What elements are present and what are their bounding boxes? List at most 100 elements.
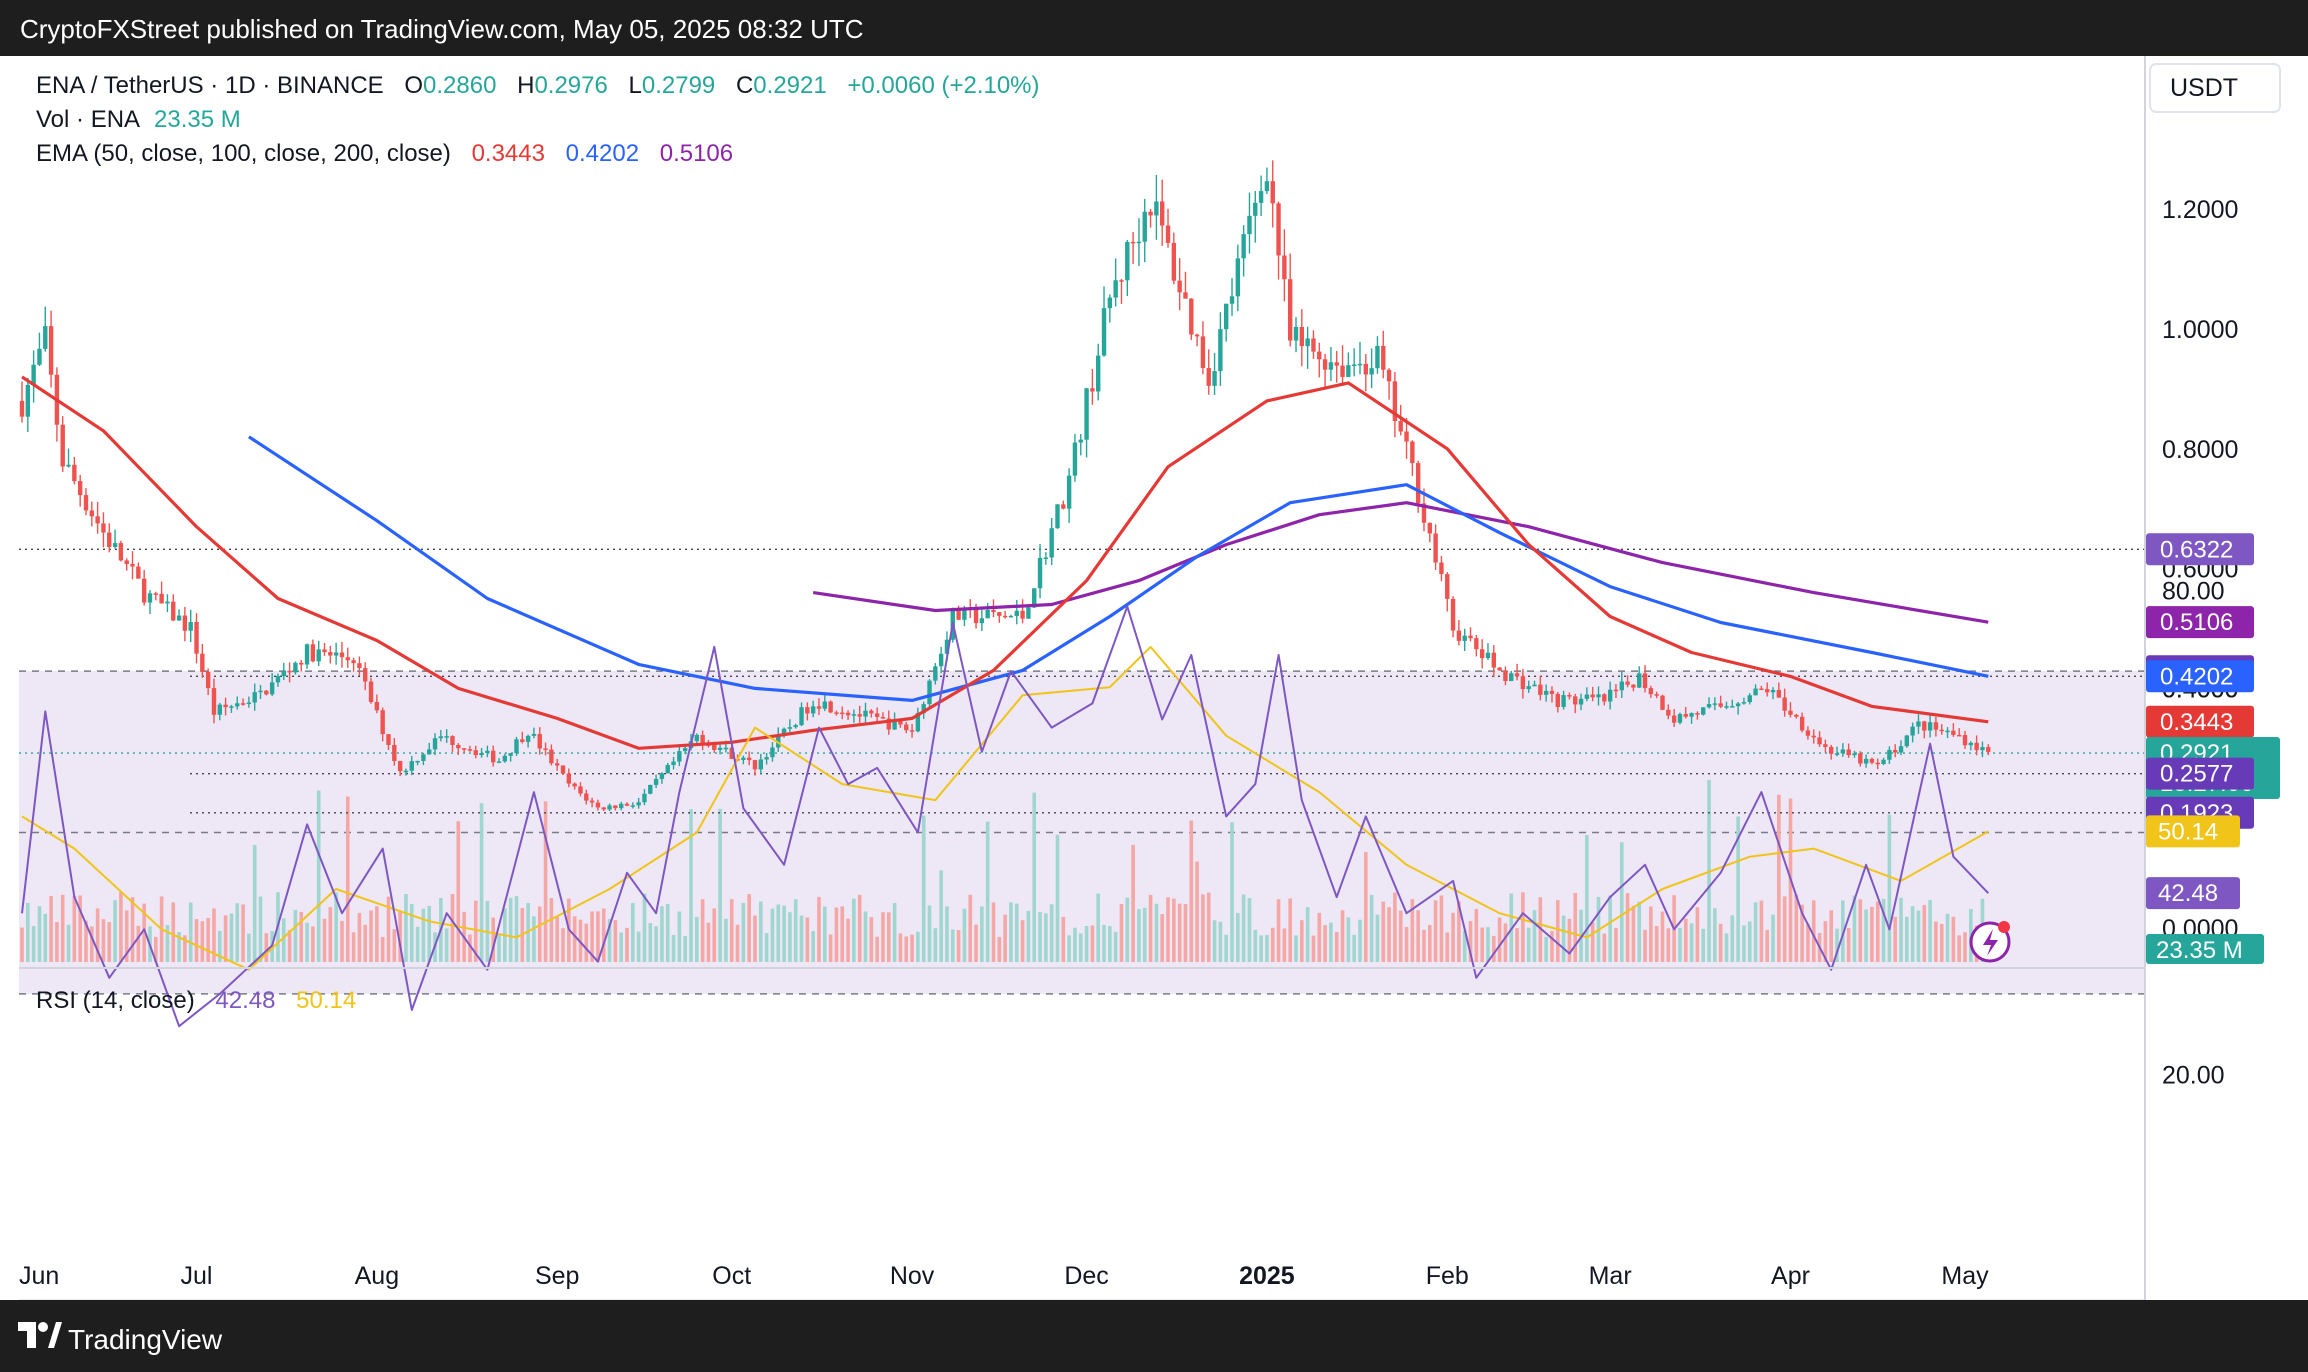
volume-bar — [1934, 921, 1938, 962]
candle-body — [1305, 338, 1310, 347]
volume-bar — [1724, 933, 1729, 962]
volume-bar — [596, 911, 600, 962]
candle-body — [1514, 673, 1520, 677]
volume-bar — [1276, 899, 1281, 962]
candle-body — [1805, 730, 1811, 736]
candle-body — [165, 601, 170, 604]
candle-body — [176, 615, 182, 621]
volume-bar — [1491, 935, 1496, 962]
volume-bar — [43, 913, 48, 962]
candle-body — [438, 736, 444, 739]
volume-bar — [508, 897, 513, 962]
candle-body — [840, 712, 845, 715]
volume-bar — [1102, 924, 1106, 962]
volume-bar — [665, 903, 670, 962]
volume-bar — [171, 902, 176, 962]
volume-bar — [497, 934, 501, 962]
currency-button[interactable]: USDT — [2149, 63, 2281, 113]
volume-bar — [136, 925, 141, 962]
price-level-tag-bg — [2146, 757, 2254, 790]
candle-body — [264, 690, 269, 695]
candle-body — [653, 778, 659, 785]
candle-body — [19, 400, 25, 417]
price-level-tag: 0.2577 — [2160, 761, 2233, 788]
candle-body — [205, 671, 211, 689]
candle-body — [83, 495, 89, 511]
candle-body — [1642, 673, 1648, 689]
price-level-tag: 0.4202 — [2160, 663, 2233, 690]
candle-body — [1892, 749, 1898, 753]
volume-bar — [631, 903, 635, 962]
volume-bar — [1166, 897, 1170, 962]
candle-body — [1270, 181, 1275, 204]
volume-bar — [1846, 928, 1851, 962]
volume-bar — [1637, 901, 1642, 962]
volume-bar — [1014, 903, 1019, 962]
candle-body — [461, 748, 467, 750]
volume-bar — [90, 926, 94, 962]
candle-body — [979, 618, 985, 624]
volume-bar — [1881, 898, 1886, 962]
candle-body — [1398, 421, 1403, 432]
candle-body — [252, 692, 257, 703]
candle-body — [1910, 726, 1915, 736]
lightning-icon[interactable] — [1969, 921, 2011, 963]
candle-body — [1747, 695, 1752, 703]
candle-body — [328, 652, 333, 656]
volume-bar — [1782, 896, 1787, 962]
candle-body — [525, 735, 531, 742]
time-axis[interactable]: Jun Jul Aug Sep Oct Nov Dec 2025 Feb Mar Apr May — [19, 1262, 1989, 1290]
candle-body — [1462, 635, 1467, 641]
volume-bar — [654, 926, 658, 962]
candle-body — [427, 749, 432, 755]
volume-bar — [1369, 895, 1374, 962]
volume-bar — [683, 935, 687, 962]
tradingview-logo-icon[interactable] — [18, 1322, 62, 1350]
volume-bar — [863, 911, 868, 962]
volume-bar — [1049, 904, 1054, 962]
candle-body — [1415, 463, 1421, 504]
volume-bar — [1125, 897, 1130, 962]
volume-bar — [1602, 933, 1607, 962]
candle-body — [502, 755, 508, 762]
candle-body — [1980, 747, 1985, 751]
candle-body — [1927, 722, 1933, 731]
volume-bar — [1410, 899, 1415, 962]
volume-bar — [124, 910, 129, 962]
price-level-tag-bg — [2146, 533, 2254, 566]
candle-body — [1218, 329, 1223, 372]
candle-body — [124, 560, 129, 565]
chart-canvas[interactable]: 1.20001.00000.80000.60000.40000.000080.0… — [0, 0, 2308, 1300]
candle-body — [141, 578, 147, 603]
volume-bar — [1945, 913, 1950, 962]
candle-body — [1189, 298, 1194, 335]
time-tick-label: Aug — [355, 1262, 399, 1290]
volume-bar — [1800, 904, 1804, 962]
volume-bar — [689, 809, 693, 962]
volume-bar — [153, 936, 158, 962]
candle-body — [1706, 704, 1712, 708]
rsi-line — [21, 605, 1990, 1028]
candle-body — [1788, 710, 1793, 715]
volume-bar — [1247, 898, 1252, 962]
volume-bar — [1346, 917, 1351, 962]
candle-body — [246, 702, 252, 705]
candle-body — [473, 750, 478, 756]
candle-body — [130, 564, 135, 567]
candle-body — [95, 516, 100, 524]
ema200-line — [812, 501, 1989, 624]
candle-body — [275, 676, 281, 683]
price-level-tag: 0.5106 — [2160, 609, 2233, 636]
candle-body — [89, 510, 95, 517]
candle-body — [601, 807, 606, 810]
candle-body — [467, 749, 473, 751]
candle-body — [1177, 280, 1182, 293]
volume-bar — [1649, 906, 1653, 962]
volume-bar — [258, 896, 263, 962]
volume-bar — [753, 915, 757, 962]
candle-body — [1096, 355, 1101, 392]
candle-body — [1427, 522, 1433, 534]
time-tick-label: Sep — [535, 1262, 579, 1290]
volume-bar — [26, 903, 30, 962]
candle-body — [1125, 241, 1130, 281]
